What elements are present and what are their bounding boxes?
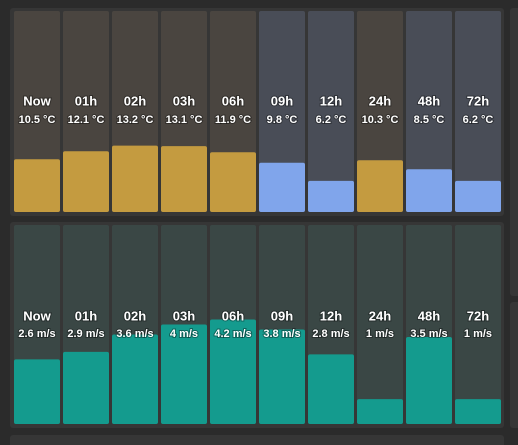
bar bbox=[357, 399, 403, 424]
value-label: 4 m/s bbox=[170, 328, 198, 340]
bar bbox=[112, 334, 158, 424]
time-label: 06h bbox=[222, 308, 244, 323]
bar bbox=[210, 319, 256, 424]
time-label: Now bbox=[23, 308, 51, 323]
value-label: 3.6 m/s bbox=[116, 328, 153, 340]
bar bbox=[259, 162, 305, 212]
bar bbox=[406, 169, 452, 212]
bar bbox=[455, 180, 501, 212]
value-label: 6.2 °C bbox=[316, 114, 347, 126]
column-background bbox=[308, 11, 354, 212]
bar bbox=[357, 160, 403, 212]
time-label: 24h bbox=[369, 93, 391, 108]
bar bbox=[161, 324, 207, 424]
bar bbox=[308, 180, 354, 212]
value-label: 2.9 m/s bbox=[67, 328, 104, 340]
time-label: 01h bbox=[75, 308, 97, 323]
time-label: 48h bbox=[418, 93, 440, 108]
value-label: 3.5 m/s bbox=[410, 328, 447, 340]
time-label: 03h bbox=[173, 308, 195, 323]
time-label: Now bbox=[23, 93, 51, 108]
bar bbox=[14, 159, 60, 212]
value-label: 12.1 °C bbox=[68, 114, 105, 126]
bar bbox=[161, 146, 207, 212]
time-label: 02h bbox=[124, 308, 146, 323]
bar bbox=[308, 354, 354, 424]
time-label: 72h bbox=[467, 93, 489, 108]
side-panel bbox=[510, 8, 518, 296]
value-label: 10.3 °C bbox=[362, 114, 399, 126]
value-label: 1 m/s bbox=[464, 328, 492, 340]
value-label: 9.8 °C bbox=[267, 114, 298, 126]
bar bbox=[259, 329, 305, 424]
bar bbox=[63, 351, 109, 424]
column-background bbox=[406, 11, 452, 212]
value-label: 2.8 m/s bbox=[312, 328, 349, 340]
value-label: 1 m/s bbox=[366, 328, 394, 340]
next-panel bbox=[10, 435, 504, 445]
value-label: 8.5 °C bbox=[414, 114, 445, 126]
bar bbox=[455, 399, 501, 424]
column-background bbox=[455, 225, 501, 424]
time-label: 06h bbox=[222, 93, 244, 108]
time-label: 09h bbox=[271, 308, 293, 323]
bar bbox=[210, 152, 256, 212]
value-label: 3.8 m/s bbox=[263, 328, 300, 340]
time-label: 01h bbox=[75, 93, 97, 108]
time-label: 12h bbox=[320, 93, 342, 108]
column-background bbox=[357, 225, 403, 424]
time-label: 12h bbox=[320, 308, 342, 323]
time-label: 48h bbox=[418, 308, 440, 323]
time-label: 72h bbox=[467, 308, 489, 323]
column-background bbox=[455, 11, 501, 212]
bar bbox=[63, 151, 109, 212]
value-label: 4.2 m/s bbox=[214, 328, 251, 340]
value-label: 13.2 °C bbox=[117, 114, 154, 126]
bar bbox=[406, 336, 452, 424]
value-label: 2.6 m/s bbox=[18, 328, 55, 340]
time-label: 24h bbox=[369, 308, 391, 323]
bar bbox=[14, 359, 60, 424]
bar bbox=[112, 145, 158, 212]
column-background bbox=[259, 11, 305, 212]
time-label: 03h bbox=[173, 93, 195, 108]
time-label: 02h bbox=[124, 93, 146, 108]
side-panel bbox=[510, 302, 518, 428]
value-label: 6.2 °C bbox=[463, 114, 494, 126]
value-label: 11.9 °C bbox=[215, 114, 251, 126]
value-label: 10.5 °C bbox=[19, 114, 56, 126]
value-label: 13.1 °C bbox=[166, 114, 203, 126]
time-label: 09h bbox=[271, 93, 293, 108]
